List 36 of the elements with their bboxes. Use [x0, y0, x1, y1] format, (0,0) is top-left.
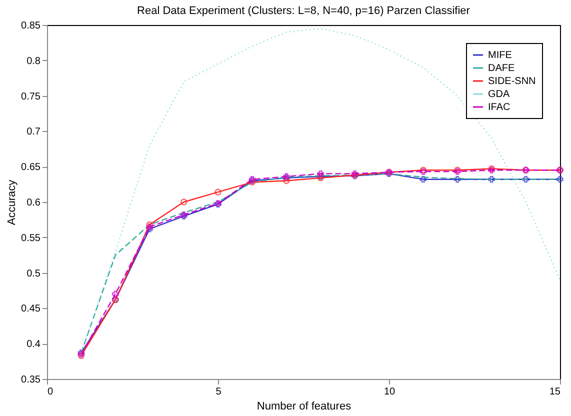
y-tick-label: 0.6 [26, 198, 41, 208]
point [283, 177, 290, 184]
y-tick-label: 0.65 [21, 162, 41, 174]
point [556, 176, 564, 183]
y-tick-label: 0.35 [21, 374, 41, 386]
x-axis-title: Number of features [256, 400, 352, 412]
point [214, 188, 222, 196]
y-axis-title: Accuracy [6, 179, 18, 226]
y-tick-label: 0.7 [26, 126, 41, 138]
point [112, 290, 119, 298]
point [420, 176, 427, 183]
legend-label: GDA [488, 89, 510, 100]
legend-label: DAFE [488, 63, 515, 74]
point [454, 176, 461, 183]
point [522, 176, 530, 183]
point [146, 221, 153, 228]
legend-label: IFAC [488, 102, 510, 113]
point [146, 226, 153, 232]
y-tick-label: 0.75 [21, 91, 41, 102]
y-tick-label: 0.8 [26, 56, 41, 67]
point [180, 198, 188, 206]
chart-title: Real Data Experiment (Clusters: L=8, N=40, p=16) Parzen Classifier [137, 5, 470, 17]
point [488, 176, 495, 183]
y-tick-label: 0.4 [26, 339, 41, 350]
x-tick-label: 10 [384, 386, 396, 398]
x-tick-label: 15 [549, 386, 561, 398]
legend-label: SIDE-SNN [488, 76, 536, 87]
x-tick-label: 0 [48, 386, 54, 398]
y-tick-label: 0.85 [21, 20, 41, 32]
y-tick-label: 0.45 [21, 304, 41, 315]
y-tick-label: 0.55 [21, 232, 41, 244]
legend-label: MIFE [488, 50, 512, 61]
point [146, 223, 153, 230]
x-tick-label: 5 [216, 386, 222, 398]
point [317, 170, 324, 178]
y-tick-label: 0.5 [26, 268, 41, 280]
